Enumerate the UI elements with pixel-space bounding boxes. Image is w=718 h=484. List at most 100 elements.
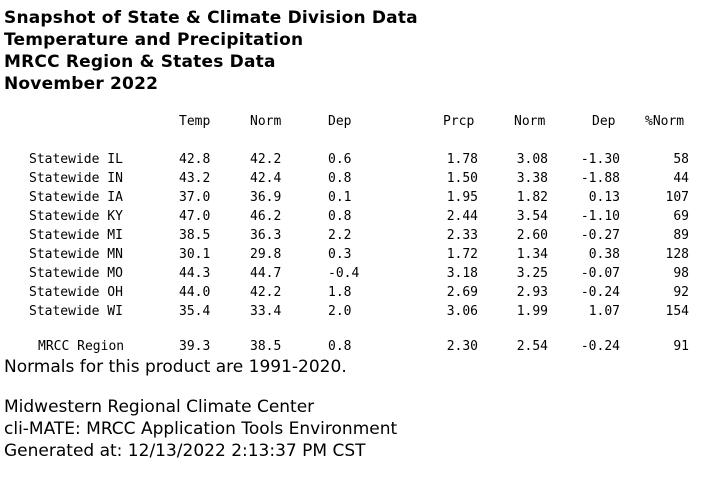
credits-block: Midwestern Regional Climate Center cli-M… [4, 396, 397, 462]
table-header-row: Temp Norm Dep Prcp Norm Dep %Norm [0, 112, 718, 131]
cell-prcp-dep: -0.07 [580, 266, 620, 281]
cell-prcp-dep: 0.13 [588, 190, 620, 205]
cell-prcp-norm: 3.08 [516, 152, 548, 167]
row-name: Statewide IL [29, 152, 123, 167]
row-name: MRCC Region [38, 339, 125, 354]
cell-temp: 35.4 [179, 304, 211, 319]
cell-temp: 47.0 [179, 209, 211, 224]
cell-temp-dep: 2.0 [328, 304, 352, 319]
cell-temp-norm: 44.7 [250, 266, 282, 281]
cell-prcp-norm: 3.25 [516, 266, 548, 281]
cell-temp: 38.5 [179, 228, 211, 243]
report-title: Snapshot of State & Climate Division Dat… [4, 8, 418, 28]
table-row: Statewide IL 42.8 42.2 0.6 1.78 3.08 -1.30 58 [0, 150, 718, 169]
row-name: Statewide KY [29, 209, 123, 224]
cell-temp-dep: -0.4 [328, 266, 360, 281]
cell-prcp: 2.33 [446, 228, 478, 243]
cell-temp-norm: 42.4 [250, 171, 282, 186]
header-prcp-norm: Norm [514, 114, 546, 129]
header-temp: Temp [179, 114, 211, 129]
cell-temp-dep: 0.8 [328, 339, 352, 354]
cell-prcp: 2.30 [446, 339, 478, 354]
cell-pct-norm: 69 [673, 209, 689, 224]
cell-temp-dep: 0.6 [328, 152, 352, 167]
row-name: Statewide MI [29, 228, 123, 243]
table-row: Statewide MI 38.5 36.3 2.2 2.33 2.60 -0.27 89 [0, 226, 718, 245]
cell-temp-norm: 36.9 [250, 190, 282, 205]
cell-temp-norm: 29.8 [250, 247, 282, 262]
cell-temp-norm: 38.5 [250, 339, 282, 354]
row-name: Statewide MN [29, 247, 123, 262]
table-row: Statewide IN 43.2 42.4 0.8 1.50 3.38 -1.88 44 [0, 169, 718, 188]
cell-prcp: 3.06 [446, 304, 478, 319]
cell-temp-dep: 0.3 [328, 247, 352, 262]
generated-timestamp: Generated at: 12/13/2022 2:13:37 PM CST [4, 441, 366, 461]
cell-prcp-norm: 3.54 [516, 209, 548, 224]
cell-temp: 43.2 [179, 171, 211, 186]
cell-pct-norm: 92 [673, 285, 689, 300]
cell-pct-norm: 58 [673, 152, 689, 167]
cell-temp: 44.0 [179, 285, 211, 300]
cell-pct-norm: 44 [673, 171, 689, 186]
cell-prcp-dep: -1.10 [580, 209, 620, 224]
cell-temp: 39.3 [179, 339, 211, 354]
cell-prcp: 1.95 [446, 190, 478, 205]
row-name: Statewide MO [29, 266, 123, 281]
cell-prcp-norm: 1.82 [516, 190, 548, 205]
cell-temp: 42.8 [179, 152, 211, 167]
cell-prcp: 1.72 [446, 247, 478, 262]
cell-temp-dep: 2.2 [328, 228, 352, 243]
org-name: Midwestern Regional Climate Center [4, 397, 315, 417]
row-name: Statewide OH [29, 285, 123, 300]
cell-prcp: 1.50 [446, 171, 478, 186]
cell-prcp-norm: 1.99 [516, 304, 548, 319]
cell-pct-norm: 107 [665, 190, 689, 205]
cell-prcp-dep: -0.24 [580, 285, 620, 300]
cell-pct-norm: 89 [673, 228, 689, 243]
row-name: Statewide IA [29, 190, 123, 205]
cell-prcp-dep: 1.07 [588, 304, 620, 319]
cell-prcp-norm: 2.60 [516, 228, 548, 243]
cell-prcp: 2.44 [446, 209, 478, 224]
report-heading: Snapshot of State & Climate Division Dat… [4, 7, 418, 95]
table-header-spacer [0, 131, 718, 150]
report-region: MRCC Region & States Data [4, 52, 276, 72]
cell-temp: 44.3 [179, 266, 211, 281]
cell-prcp-dep: -0.24 [580, 339, 620, 354]
table-row: Statewide WI 35.4 33.4 2.0 3.06 1.99 1.07 154 [0, 302, 718, 321]
cell-prcp-norm: 2.93 [516, 285, 548, 300]
header-pct-norm: %Norm [645, 114, 685, 129]
header-temp-norm: Norm [250, 114, 282, 129]
cell-prcp-dep: -0.27 [580, 228, 620, 243]
cell-prcp-norm: 3.38 [516, 171, 548, 186]
normals-note: Normals for this product are 1991-2020. [4, 357, 347, 377]
climate-data-table: Temp Norm Dep Prcp Norm Dep %Norm Statew… [0, 112, 718, 356]
cell-pct-norm: 154 [665, 304, 689, 319]
cell-prcp: 2.69 [446, 285, 478, 300]
cell-prcp: 3.18 [446, 266, 478, 281]
cell-prcp: 1.78 [446, 152, 478, 167]
cell-temp: 30.1 [179, 247, 211, 262]
cell-pct-norm: 91 [673, 339, 689, 354]
cell-pct-norm: 128 [665, 247, 689, 262]
table-row: Statewide MO 44.3 44.7 -0.4 3.18 3.25 -0.07 98 [0, 264, 718, 283]
cell-prcp-norm: 1.34 [516, 247, 548, 262]
table-row: Statewide OH 44.0 42.2 1.8 2.69 2.93 -0.24 92 [0, 283, 718, 302]
report-month: November 2022 [4, 74, 159, 94]
cell-temp-dep: 0.8 [328, 171, 352, 186]
cell-temp-dep: 0.8 [328, 209, 352, 224]
table-body: Statewide IL 42.8 42.2 0.6 1.78 3.08 -1.30 58 St… [0, 150, 718, 321]
cell-prcp-dep: 0.38 [588, 247, 620, 262]
cell-temp-norm: 36.3 [250, 228, 282, 243]
cell-prcp-dep: -1.88 [580, 171, 620, 186]
report-subtitle: Temperature and Precipitation [4, 30, 304, 50]
cell-temp-norm: 33.4 [250, 304, 282, 319]
table-row: Statewide KY 47.0 46.2 0.8 2.44 3.54 -1.10 69 [0, 207, 718, 226]
table-row: Statewide MN 30.1 29.8 0.3 1.72 1.34 0.38 128 [0, 245, 718, 264]
header-temp-dep: Dep [328, 114, 352, 129]
cell-temp-norm: 42.2 [250, 285, 282, 300]
cell-prcp-norm: 2.54 [516, 339, 548, 354]
cell-temp-norm: 42.2 [250, 152, 282, 167]
cell-prcp-dep: -1.30 [580, 152, 620, 167]
row-name: Statewide IN [29, 171, 123, 186]
